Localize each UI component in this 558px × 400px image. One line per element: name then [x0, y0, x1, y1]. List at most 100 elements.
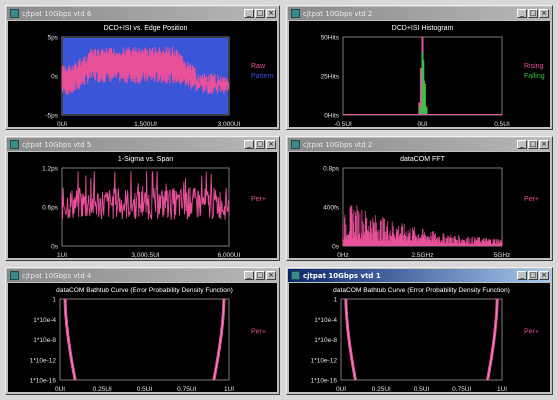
y-tick-label: -5ps [45, 113, 58, 120]
plot-frame [340, 298, 503, 381]
maximize-button[interactable]: □ [255, 271, 265, 280]
y-tick-label: 1 [52, 297, 56, 304]
histogram-bar-falling [422, 60, 425, 115]
maximize-button[interactable]: □ [528, 140, 538, 149]
minimize-button[interactable]: _ [517, 140, 527, 149]
y-tick-label: 0s [332, 244, 340, 251]
window-titlebar[interactable]: cjtpat 10Gbps vtd 1 _ □ × [288, 269, 551, 282]
x-tick-label: -0.5UI [334, 121, 352, 128]
maximize-button[interactable]: □ [528, 9, 538, 18]
y-tick-label: 1*10e-16 [30, 378, 57, 385]
x-tick-label: 0.25UI [372, 386, 391, 393]
minimize-button[interactable]: _ [244, 9, 254, 18]
maximize-button[interactable]: □ [528, 271, 538, 280]
x-tick-label: 1UI [497, 386, 507, 393]
window-title: cjtpat 10Gbps vtd 4 [22, 271, 92, 280]
bathtub-left-highlight [64, 299, 76, 381]
close-button[interactable]: × [266, 140, 276, 149]
x-tick-label: 0.5UI [414, 386, 430, 393]
app-icon [10, 140, 19, 149]
x-tick-label: 0UI [57, 121, 67, 128]
maximize-button[interactable]: □ [255, 140, 265, 149]
y-tick-label: 1.2ps [42, 166, 59, 173]
window-titlebar[interactable]: cjtpat 10Gbps vtd 4 _ □ × [7, 269, 278, 282]
chart-panel: DCD+ISI vs. Edge Position 5ps 0s -5ps 0UI 1,5… [8, 21, 277, 128]
x-tick-label: 6,000UI [218, 252, 241, 259]
series-fft-spectrum [342, 205, 503, 246]
y-tick-label: 1*10e-12 [30, 357, 57, 364]
x-tick-label: 0UI [336, 386, 346, 393]
chart-title: DCD+ISI vs. Edge Position [104, 25, 188, 32]
y-tick-label: 1*10e-16 [311, 378, 338, 385]
x-tick-label: 0.25UI [93, 386, 112, 393]
x-tick-label: 1UI [57, 252, 67, 259]
plot-frame [59, 298, 230, 381]
window-1-sigma-span[interactable]: cjtpat 10Gbps vtd 5 _ □ × 1-Sigma vs. Sp… [5, 136, 280, 261]
y-tick-label: 0.8ps [323, 166, 340, 173]
chart-title: DCD+ISI Histogram [392, 25, 454, 32]
window-titlebar[interactable]: cjtpat 10Gbps vtd 6 _ □ × [7, 7, 278, 20]
x-tick-label: 1,500UI [134, 121, 157, 128]
y-tick-label: 1 [333, 297, 337, 304]
y-tick-label: 0Hits [324, 113, 340, 120]
window-title: cjtpat 10Gbps vtd 5 [22, 140, 92, 149]
minimize-button[interactable]: _ [244, 271, 254, 280]
y-tick-label: 1*10e-4 [314, 317, 337, 324]
close-button[interactable]: × [539, 9, 549, 18]
chart-svg: DCD+ISI Histogram 50Hits 25Hits 0Hits-0.5UI… [321, 25, 545, 128]
window-title: cjtpat 10Gbps vtd 6 [22, 9, 92, 18]
legend-entry: Falling [524, 73, 545, 80]
minimize-button[interactable]: _ [517, 9, 527, 18]
window-bathtub-left[interactable]: cjtpat 10Gbps vtd 4 _ □ × dataCOM Bathtu… [5, 267, 280, 395]
x-tick-label: 0UI [55, 386, 65, 393]
x-tick-label: 1UI [224, 386, 234, 393]
window-datacom-fft[interactable]: cjtpat 10Gbps vtd 2 _ □ × dataCOM FFT 0.8… [286, 136, 553, 261]
x-tick-label: 0.5UI [494, 121, 510, 128]
app-icon [291, 140, 300, 149]
chart-panel: dataCOM Bathtub Curve (Error Probability… [289, 283, 550, 393]
y-tick-label: 50Hits [321, 35, 340, 42]
minimize-button[interactable]: _ [517, 271, 527, 280]
legend-entry: Per+ [524, 196, 539, 203]
close-button[interactable]: × [539, 140, 549, 149]
x-tick-label: 3,000UI [218, 121, 241, 128]
y-tick-label: 0s [51, 244, 59, 251]
y-tick-label: 1*10e-8 [33, 337, 56, 344]
bathtub-right-highlight [213, 299, 225, 381]
chart-title: dataCOM Bathtub Curve (Error Probability… [56, 287, 233, 294]
window-dcd-isi-histogram[interactable]: cjtpat 10Gbps vtd 2 _ □ × DCD+ISI Histog… [286, 5, 553, 130]
legend-entry: Rising [524, 63, 544, 70]
chart-panel: dataCOM Bathtub Curve (Error Probability… [8, 283, 277, 393]
x-tick-label: 0.75UI [452, 386, 471, 393]
x-tick-label: 0.75UI [177, 386, 196, 393]
window-title: cjtpat 10Gbps vtd 1 [303, 271, 381, 280]
close-button[interactable]: × [266, 9, 276, 18]
maximize-button[interactable]: □ [255, 9, 265, 18]
chart-panel: DCD+ISI Histogram 50Hits 25Hits 0Hits -0.5UI… [289, 21, 550, 128]
histogram-bar-rising [419, 68, 422, 115]
histogram-bar-falling [425, 107, 428, 115]
window-titlebar[interactable]: cjtpat 10Gbps vtd 2 _ □ × [288, 7, 551, 20]
legend-entry: Pattern [251, 73, 274, 80]
x-tick-label: 0Hz [337, 252, 349, 259]
window-titlebar[interactable]: cjtpat 10Gbps vtd 2 _ □ × [288, 138, 551, 151]
app-icon [10, 271, 19, 280]
histogram-bar-falling [423, 83, 426, 115]
bathtub-left-highlight [345, 298, 356, 381]
close-button[interactable]: × [539, 271, 549, 280]
chart-svg: dataCOM Bathtub Curve (Error Probability… [311, 287, 539, 393]
chart-panel: 1-Sigma vs. Span 1.2ps 0.6ps 0s 1UI 3,000.5UI… [8, 152, 277, 259]
window-titlebar[interactable]: cjtpat 10Gbps vtd 5 _ □ × [7, 138, 278, 151]
chart-title: dataCOM FFT [400, 156, 445, 163]
x-tick-label: 3,000.5UI [131, 252, 159, 259]
y-tick-label: 1*10e-8 [314, 337, 337, 344]
window-bathtub-right[interactable]: cjtpat 10Gbps vtd 1 _ □ × dataCOM Bathtu… [286, 267, 553, 395]
window-title: cjtpat 10Gbps vtd 2 [303, 140, 373, 149]
y-tick-label: 400fs [323, 205, 340, 212]
close-button[interactable]: × [266, 271, 276, 280]
minimize-button[interactable]: _ [244, 140, 254, 149]
window-dcd-isi-edge[interactable]: cjtpat 10Gbps vtd 6 _ □ × DCD+ISI vs. Ed… [5, 5, 280, 130]
